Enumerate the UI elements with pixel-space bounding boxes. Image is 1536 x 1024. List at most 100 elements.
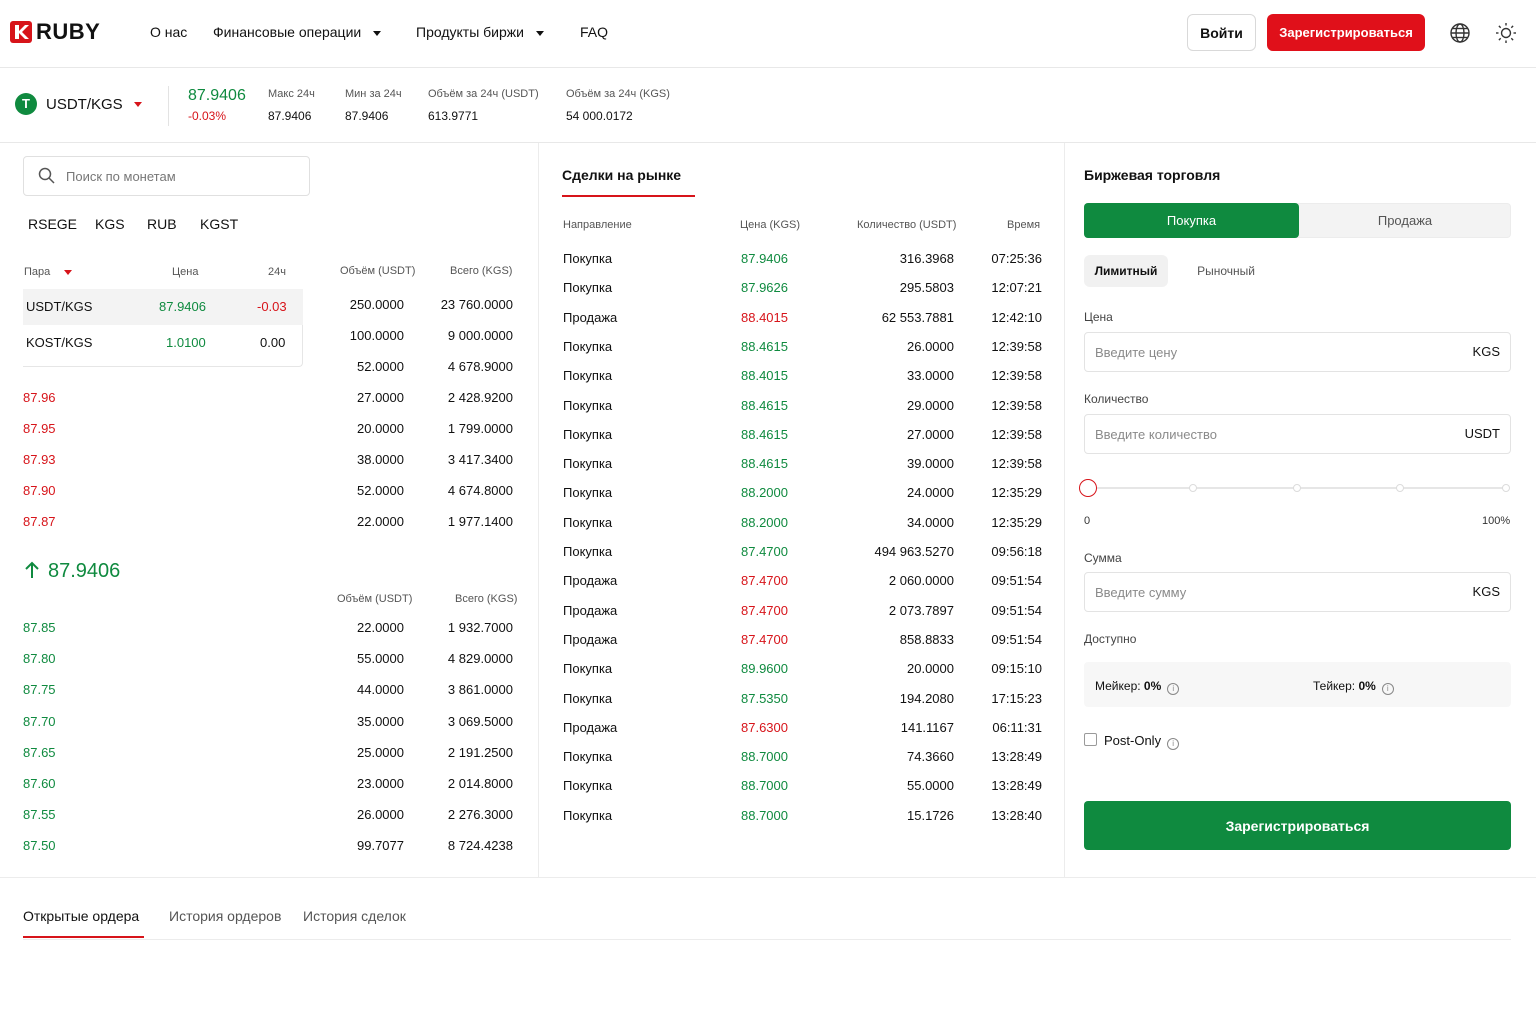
ask-volume: 20.0000 bbox=[357, 421, 404, 436]
bid-price[interactable]: 87.80 bbox=[23, 651, 56, 667]
trade-price: 87.4700 bbox=[741, 544, 788, 559]
trade-form-title: Биржевая торговля bbox=[1084, 167, 1221, 183]
post-only-label[interactable]: Post-Only i bbox=[1104, 733, 1180, 750]
trade-price: 87.4700 bbox=[741, 631, 788, 647]
sun-icon[interactable] bbox=[1495, 22, 1517, 44]
trade-time: 12:07:21 bbox=[991, 280, 1042, 296]
price-change: -0.03% bbox=[188, 109, 227, 123]
pair-change: -0.03 bbox=[257, 299, 287, 314]
tab-trade-history[interactable]: История сделок bbox=[303, 908, 406, 924]
quantity-input[interactable] bbox=[1095, 415, 1435, 453]
ask-price[interactable]: 87.90 bbox=[23, 483, 56, 498]
currency-tab-kgs[interactable]: KGS bbox=[95, 216, 125, 232]
logo-mark-icon bbox=[10, 21, 32, 43]
chevron-down-icon[interactable] bbox=[134, 102, 142, 107]
slider-handle[interactable] bbox=[1079, 479, 1097, 497]
trade-price: 88.2000 bbox=[741, 485, 788, 501]
trade-direction: Покупка bbox=[563, 749, 613, 765]
slider-step-75[interactable] bbox=[1396, 484, 1404, 492]
stat-label-vol-usdt: Объём за 24ч (USDT) bbox=[428, 88, 539, 100]
bid-price[interactable]: 87.55 bbox=[23, 807, 56, 823]
market-trades-title[interactable]: Сделки на рынке bbox=[562, 167, 682, 183]
slider-step-50[interactable] bbox=[1293, 484, 1301, 492]
trade-quantity: 26.0000 bbox=[907, 338, 954, 354]
bid-price[interactable]: 87.60 bbox=[23, 776, 56, 791]
logo-text[interactable]: RUBY bbox=[36, 19, 101, 44]
slider-step-100[interactable] bbox=[1502, 484, 1510, 492]
currency-tab-rsege[interactable]: RSEGE bbox=[28, 216, 78, 232]
bid-volume: 22.0000 bbox=[357, 620, 404, 635]
info-icon[interactable]: i bbox=[1167, 738, 1180, 750]
post-only-checkbox[interactable] bbox=[1084, 733, 1097, 746]
trade-quantity: 62 553.7881 bbox=[881, 309, 954, 325]
info-icon[interactable]: i bbox=[1167, 683, 1180, 695]
login-button[interactable]: Войти bbox=[1187, 14, 1256, 51]
bid-total: 2 014.8000 bbox=[447, 776, 513, 791]
register-submit-button[interactable]: Зарегистрироваться bbox=[1084, 801, 1511, 850]
stat-label-low: Мин за 24ч bbox=[345, 88, 402, 100]
trade-quantity: 316.3968 bbox=[899, 251, 954, 266]
last-price: 87.9406 bbox=[188, 87, 246, 104]
trade-direction: Покупка bbox=[563, 807, 613, 823]
price-input[interactable] bbox=[1095, 333, 1435, 371]
pair-change: 0.00 bbox=[260, 335, 286, 350]
ask-total: 4 674.8000 bbox=[447, 483, 513, 498]
sum-field[interactable]: KGS bbox=[1084, 572, 1511, 612]
quantity-label: Количество bbox=[1084, 392, 1149, 406]
globe-icon[interactable] bbox=[1449, 22, 1471, 44]
pair-name: USDT/KGS bbox=[26, 299, 93, 314]
trade-direction: Покупка bbox=[563, 690, 613, 706]
ask-price[interactable]: 87.87 bbox=[23, 514, 56, 529]
active-tab-underline bbox=[23, 936, 144, 938]
coin-search-field[interactable] bbox=[23, 156, 310, 196]
ask-price[interactable]: 87.95 bbox=[23, 421, 56, 436]
bid-price[interactable]: 87.50 bbox=[23, 838, 56, 854]
market-order-tab[interactable]: Рыночный bbox=[1184, 255, 1268, 287]
limit-order-tab[interactable]: Лимитный bbox=[1084, 255, 1168, 287]
info-icon[interactable]: i bbox=[1381, 683, 1394, 695]
register-button[interactable]: Зарегистрироваться bbox=[1267, 14, 1425, 51]
price-field[interactable]: KGS bbox=[1084, 332, 1511, 372]
buy-tab[interactable]: Покупка bbox=[1084, 203, 1299, 238]
nav-about[interactable]: О нас bbox=[150, 24, 188, 40]
ticker-bar: T USDT/KGS 87.9406 -0.03% Макс 24ч 87.94… bbox=[0, 68, 1536, 143]
ask-volume: 250.0000 bbox=[349, 297, 404, 312]
price-label: Цена bbox=[1084, 310, 1113, 324]
bid-total: 2 191.2500 bbox=[447, 744, 513, 760]
nav-faq[interactable]: FAQ bbox=[580, 24, 609, 40]
ask-price[interactable]: 87.93 bbox=[23, 452, 56, 467]
pair-selector[interactable]: USDT/KGS bbox=[46, 96, 123, 113]
change-column-header: 24ч bbox=[268, 266, 286, 278]
trade-price: 87.6300 bbox=[741, 719, 788, 735]
bid-price[interactable]: 87.65 bbox=[23, 744, 56, 760]
pair-row-usdt-kgs[interactable] bbox=[23, 289, 303, 325]
search-input[interactable]: Поиск по монетам bbox=[66, 169, 176, 184]
bid-price[interactable]: 87.85 bbox=[23, 620, 56, 635]
sum-input[interactable] bbox=[1095, 573, 1435, 611]
tab-order-history[interactable]: История ордеров bbox=[169, 908, 282, 924]
pair-column-header[interactable]: Пара bbox=[24, 266, 73, 278]
quantity-field[interactable]: USDT bbox=[1084, 414, 1511, 454]
active-tab-underline bbox=[562, 195, 695, 197]
trade-price: 88.4615 bbox=[741, 426, 788, 442]
trade-quantity: 20.0000 bbox=[907, 661, 954, 677]
trade-quantity: 15.1726 bbox=[907, 807, 954, 823]
trades-direction-header: Направление bbox=[563, 219, 632, 231]
ask-total: 2 428.9200 bbox=[447, 390, 513, 405]
slider-step-25[interactable] bbox=[1189, 484, 1197, 492]
bid-price[interactable]: 87.75 bbox=[23, 682, 56, 698]
tab-open-orders[interactable]: Открытые ордера bbox=[23, 908, 140, 924]
bid-volume: 55.0000 bbox=[357, 651, 404, 667]
bid-price[interactable]: 87.70 bbox=[23, 713, 56, 729]
ask-total: 1 799.0000 bbox=[447, 421, 513, 436]
ask-total: 9 000.0000 bbox=[447, 328, 513, 343]
currency-tab-rub[interactable]: RUB bbox=[147, 216, 177, 232]
quantity-unit: USDT bbox=[1464, 426, 1500, 441]
ask-price[interactable]: 87.96 bbox=[23, 390, 56, 405]
sell-tab[interactable]: Продажа bbox=[1300, 203, 1510, 238]
price-unit: KGS bbox=[1472, 344, 1500, 359]
currency-tab-kgst[interactable]: KGST bbox=[200, 216, 239, 232]
nav-exchange-products[interactable]: Продукты биржи bbox=[416, 24, 544, 40]
nav-financial-operations[interactable]: Финансовые операции bbox=[213, 24, 382, 40]
trade-price: 88.7000 bbox=[741, 749, 788, 765]
